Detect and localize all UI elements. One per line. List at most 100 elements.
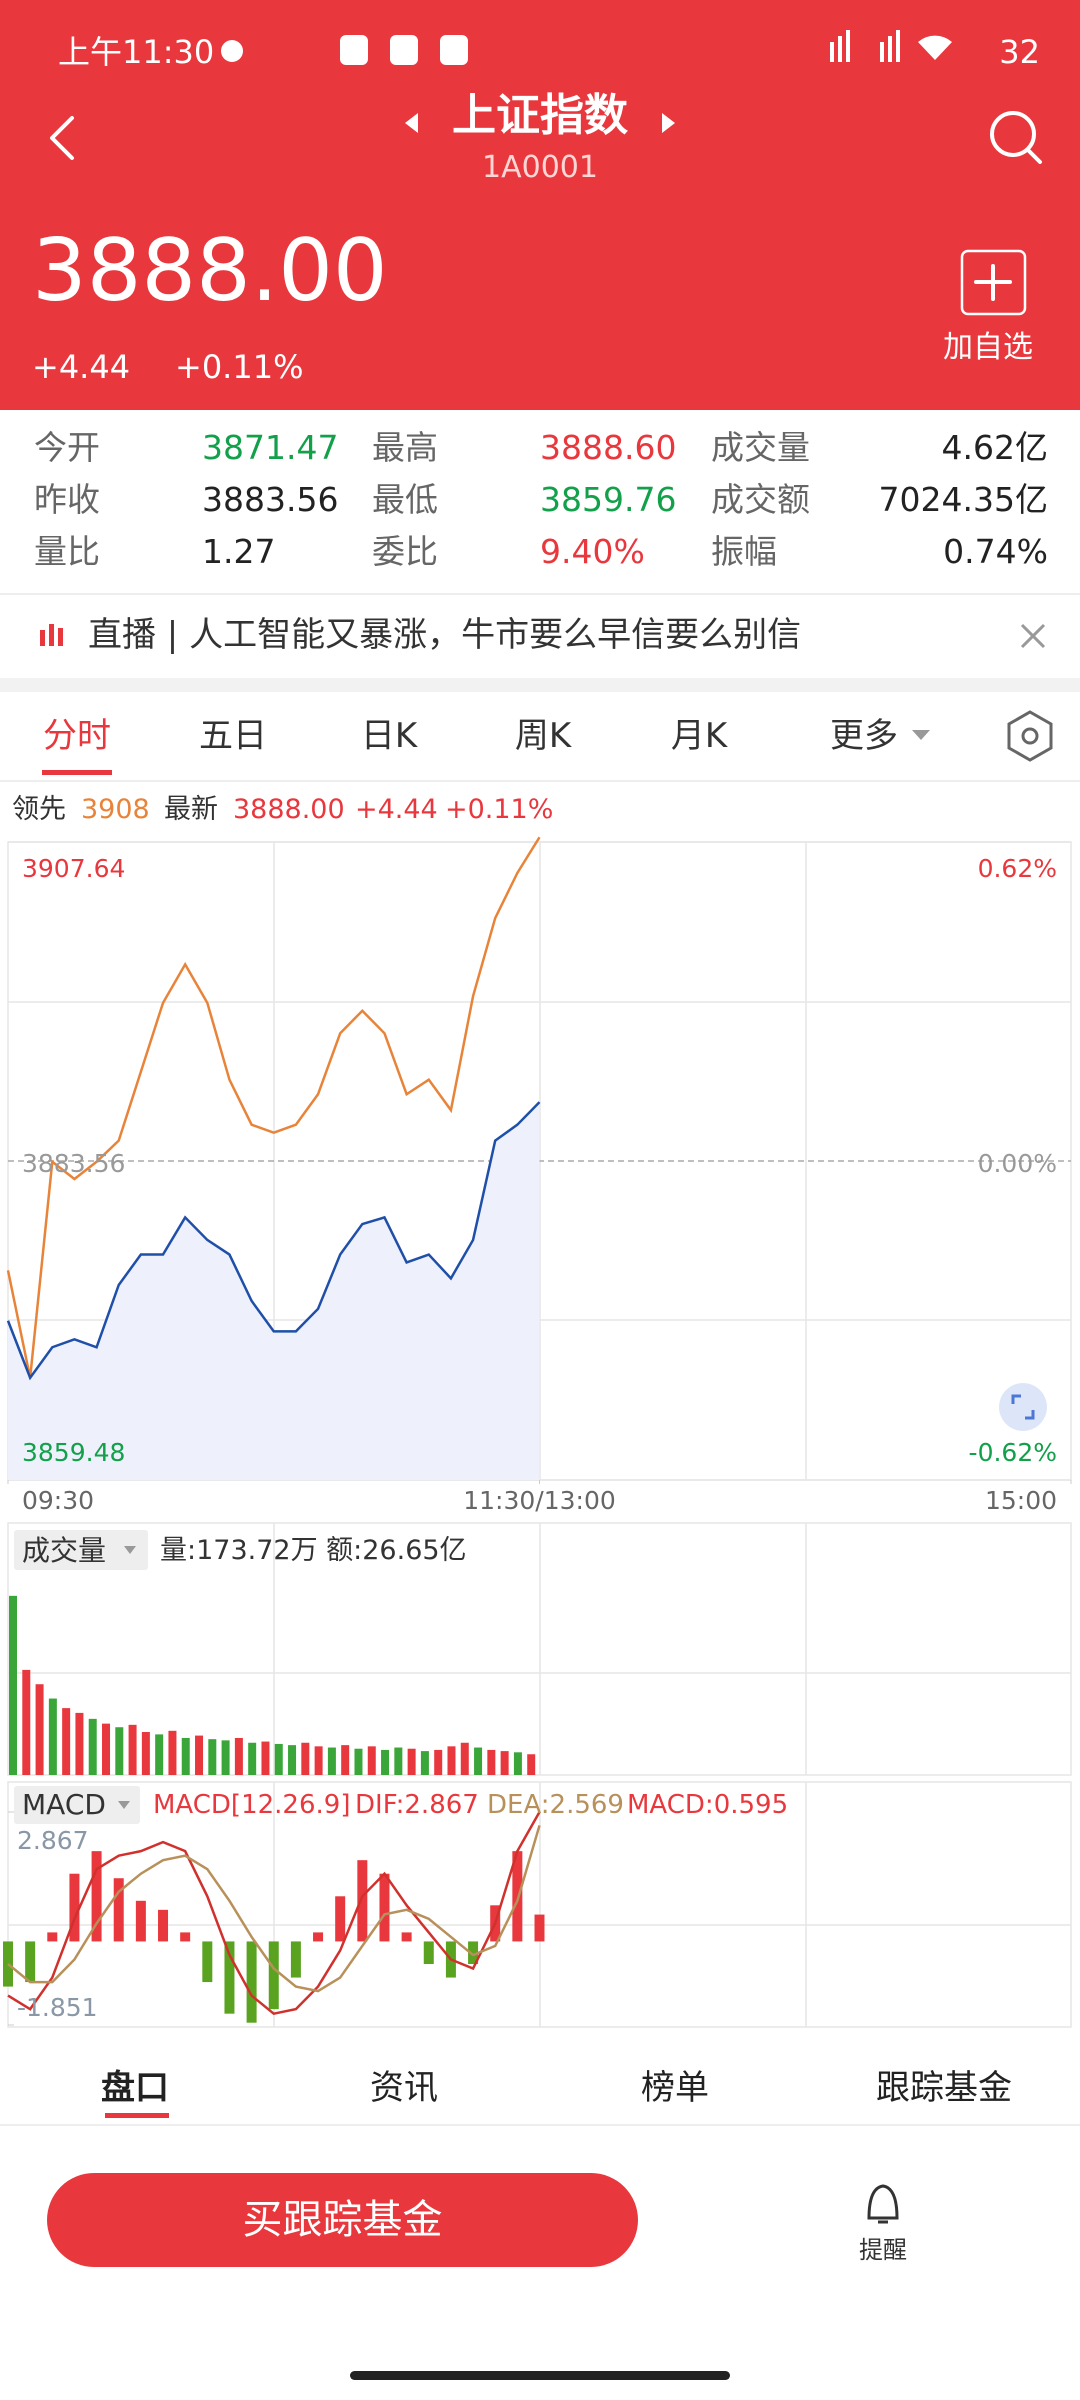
volume-bar (420, 1751, 429, 1775)
stat-label: 成交量 (711, 428, 810, 467)
stat-value: 3871.47 (202, 428, 339, 467)
y2-tick-label: -0.62% (969, 1438, 1057, 1467)
volume-bar (181, 1737, 190, 1775)
stat-value: 3859.76 (540, 480, 677, 519)
index-title: 上证指数 (452, 90, 628, 141)
volume-bar (460, 1742, 469, 1775)
macd-bar (423, 1941, 434, 1965)
volume-bar (354, 1748, 363, 1775)
volume-bar (9, 1595, 17, 1775)
macd-bar (158, 1909, 169, 1942)
home-indicator (350, 2371, 730, 2380)
stat-label: 委比 (372, 532, 438, 571)
back-icon[interactable] (50, 116, 74, 160)
macd-bar (202, 1941, 213, 1983)
volume-bar (407, 1748, 416, 1775)
tab[interactable]: 日K (360, 716, 418, 756)
macd-bar (357, 1860, 368, 1942)
macd-bar (512, 1851, 523, 1942)
stat-label: 成交额 (711, 480, 810, 519)
price: 3888.00 (32, 221, 388, 321)
volume-bar (447, 1746, 456, 1775)
volume-bar (327, 1747, 336, 1775)
macd-bar (91, 1851, 102, 1942)
next-arrow[interactable] (662, 113, 675, 133)
macd-params: MACD[12.26.9] (153, 1790, 351, 1820)
volume-bar (234, 1737, 243, 1775)
clock: 上午11:30 (58, 33, 215, 71)
news-text[interactable]: 直播 | 人工智能又暴涨，牛市要么早信要么别信 (88, 615, 802, 655)
macd-bar (113, 1878, 124, 1942)
volume-bar (102, 1723, 111, 1775)
volume-bar (62, 1708, 71, 1775)
add-watch-icon[interactable] (960, 249, 1027, 316)
index-code: 1A0001 (482, 150, 598, 185)
volume-bar (301, 1742, 310, 1775)
leader-value: 3908 (81, 794, 150, 825)
stat-value: 4.62亿 (941, 428, 1048, 467)
macd-bar (290, 1941, 301, 1978)
bottom-tab[interactable]: 榜单 (641, 2068, 709, 2108)
search-icon[interactable] (990, 111, 1036, 157)
bell-icon[interactable] (867, 2184, 899, 2224)
macd-line (7, 1811, 541, 2016)
volume-bar (513, 1752, 522, 1775)
volume-bar (248, 1742, 257, 1775)
macd-bar (69, 1873, 80, 1942)
tab[interactable]: 分时 (43, 716, 111, 756)
stat-value: 3888.60 (540, 428, 677, 467)
tab[interactable]: 周K (514, 716, 572, 756)
bottom-tab[interactable]: 资讯 (370, 2068, 438, 2108)
prev-arrow[interactable] (405, 113, 418, 133)
volume-info: 量:173.72万 额:26.65亿 (160, 1535, 467, 1566)
y-tick-label: -1.851 (17, 1993, 98, 2022)
volume-bar (195, 1735, 204, 1775)
stat-label: 最高 (372, 428, 438, 467)
tab[interactable]: 更多 (830, 716, 898, 756)
y2-tick-label: 0.00% (978, 1149, 1057, 1178)
tab-indicator (42, 770, 112, 775)
remind-label[interactable]: 提醒 (859, 2236, 907, 2264)
close-icon[interactable] (1020, 623, 1046, 649)
tab[interactable]: 五日 (199, 716, 267, 756)
latest-change: +4.44 (355, 794, 438, 825)
watch-label[interactable]: 加自选 (943, 330, 1033, 365)
volume-bar (128, 1724, 137, 1775)
y-tick-label: 3907.64 (22, 854, 125, 883)
volume-bar (48, 1698, 57, 1775)
fullscreen-icon[interactable] (999, 1383, 1047, 1431)
volume-bar (208, 1739, 217, 1775)
settings-icon[interactable] (1007, 710, 1053, 762)
header-bar (0, 0, 1080, 410)
charts: 3859.48 3883.56 3907.64 -0.62% 0.00% 0.62% 09:… (3, 836, 1072, 2026)
tab[interactable]: 月K (670, 716, 728, 756)
buy-button[interactable] (47, 2173, 638, 2267)
live-icon (40, 624, 63, 646)
price-area (8, 1102, 540, 1480)
macd-bar (224, 1941, 235, 2014)
bottom-tab[interactable]: 盘口 (101, 2068, 169, 2108)
y-tick-label: 2.867 (17, 1826, 89, 1855)
volume-title[interactable]: 成交量 (22, 1534, 107, 1567)
stat-label: 今开 (34, 428, 100, 467)
volume-bar (221, 1740, 230, 1775)
y2-tick-label: 0.62% (978, 854, 1057, 883)
macd-bar (135, 1900, 146, 1942)
stat-value: 0.74% (943, 532, 1048, 571)
volume-bar (394, 1747, 403, 1775)
macd-bar (25, 1941, 36, 1983)
macd-title[interactable]: MACD (22, 1788, 106, 1821)
volume-bar (500, 1751, 509, 1775)
status-icons (221, 30, 952, 65)
change: +4.44 (32, 348, 131, 386)
macd-bar (335, 1896, 346, 1942)
x-tick-label: 15:00 (985, 1486, 1057, 1515)
buy-label[interactable]: 买跟踪基金 (242, 2197, 443, 2243)
volume-bar (474, 1747, 483, 1775)
macd-line (7, 1825, 541, 1993)
macd-bar (534, 1914, 545, 1942)
latest-label: 最新 (164, 794, 218, 825)
stat-value: 1.27 (202, 532, 276, 571)
macd-bar (246, 1941, 257, 2023)
bottom-tab[interactable]: 跟踪基金 (876, 2068, 1012, 2108)
